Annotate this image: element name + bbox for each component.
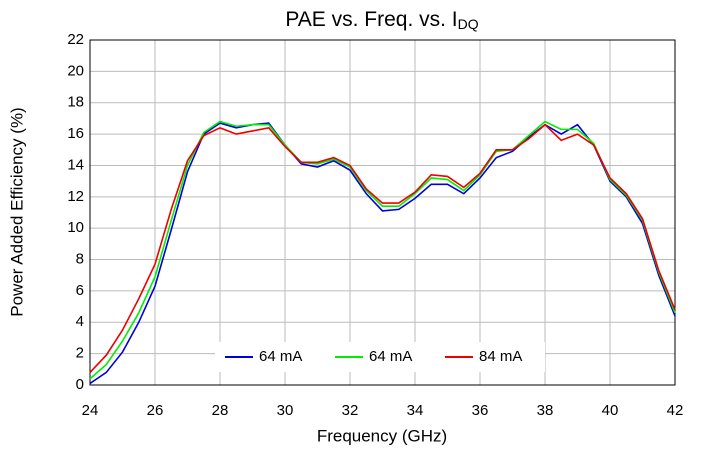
series-line	[89, 122, 676, 385]
y-tick-label: 8	[76, 251, 84, 268]
y-tick-label: 14	[67, 156, 84, 173]
series-line	[89, 120, 676, 380]
y-tick-label: 0	[76, 376, 84, 393]
y-tick-label: 2	[76, 345, 84, 362]
y-tick-label: 20	[67, 62, 84, 79]
x-tick-label: 26	[147, 402, 164, 419]
y-tick-label: 22	[67, 31, 84, 48]
legend-label: 84 mA	[479, 348, 522, 365]
x-tick-label: 34	[407, 402, 424, 419]
legend-label: 64 mA	[259, 348, 302, 365]
y-tick-label: 4	[76, 313, 84, 330]
y-tick-label: 18	[67, 94, 84, 111]
legend-label: 64 mA	[369, 348, 412, 365]
legend-box	[215, 342, 545, 372]
y-axis-label: Power Added Efficiency (%)	[7, 107, 26, 316]
series-line	[89, 123, 676, 374]
x-tick-label: 42	[667, 402, 684, 419]
y-tick-label: 16	[67, 125, 84, 142]
x-tick-label: 28	[212, 402, 229, 419]
x-tick-label: 32	[342, 402, 359, 419]
x-tick-label: 40	[602, 402, 619, 419]
y-tick-label: 10	[67, 219, 84, 236]
x-axis-label: Frequency (GHz)	[317, 426, 447, 445]
chart-title: PAE vs. Freq. vs. IDQ	[285, 8, 478, 32]
title-subscript: DQ	[458, 16, 479, 32]
y-tick-label: 12	[67, 188, 84, 205]
x-tick-label: 38	[537, 402, 554, 419]
x-tick-label: 36	[472, 402, 489, 419]
title-main: PAE vs. Freq. vs. I	[285, 8, 457, 31]
y-tick-label: 6	[76, 282, 84, 299]
plot-frame	[89, 39, 676, 386]
x-tick-label: 24	[82, 402, 99, 419]
x-tick-label: 30	[277, 402, 294, 419]
